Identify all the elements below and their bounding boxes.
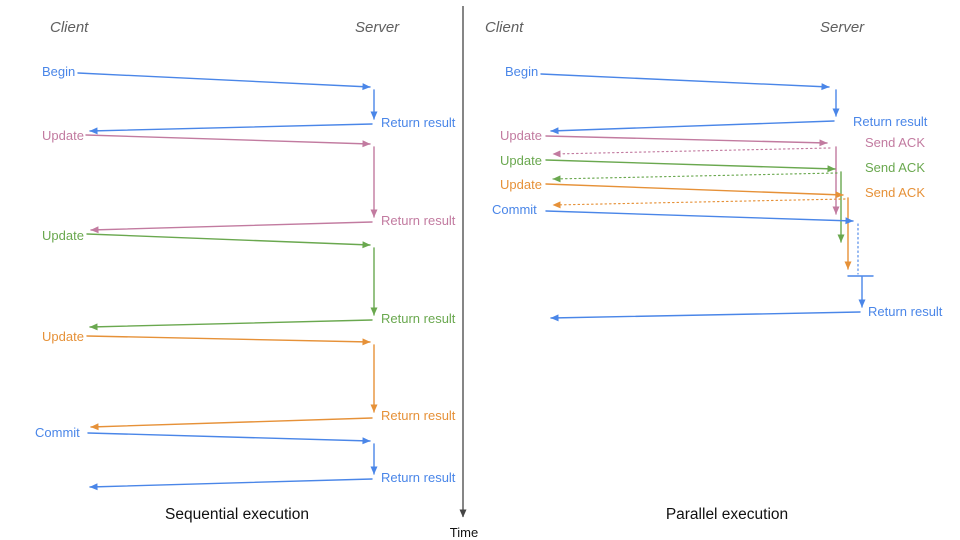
right-msg-commit-label: Commit: [492, 202, 537, 217]
right-update2-ack-dotted-line: [552, 172, 838, 183]
right-commit-response-label: Return result: [868, 304, 943, 319]
right-panel-caption: Parallel execution: [666, 506, 788, 523]
left-update3-response-line: [90, 417, 373, 431]
left-panel-caption: Sequential execution: [165, 506, 309, 523]
left-begin-response-line: [89, 123, 373, 135]
left-update3-request-line: [86, 335, 371, 346]
left-update3-response-label: Return result: [381, 408, 456, 423]
left-update1-response-label: Return result: [381, 213, 456, 228]
left-commit-response-line: [89, 478, 373, 491]
right-begin-response-line: [550, 120, 835, 135]
right-commit-request-line: [545, 210, 854, 225]
right-client-lifeline-label: Client: [485, 19, 524, 36]
right-update1-ack-label: Send ACK: [865, 135, 925, 150]
right-update3-ack-label: Send ACK: [865, 185, 925, 200]
right-msg-update1-label: Update: [500, 128, 542, 143]
left-update1-request-line: [85, 134, 371, 148]
left-update2-request-line: [86, 233, 371, 249]
right-msg-update2-label: Update: [500, 153, 542, 168]
right-update1-ack-dotted-line: [552, 147, 831, 158]
left-begin-request-line: [77, 72, 371, 91]
left-begin-response-label: Return result: [381, 115, 456, 130]
right-msg-begin-label: Begin: [505, 64, 538, 79]
left-msg-update3-label: Update: [42, 329, 84, 344]
left-msg-update2-label: Update: [42, 228, 84, 243]
left-msg-update1-label: Update: [42, 128, 84, 143]
right-update2-ack-label: Send ACK: [865, 160, 925, 175]
right-begin-request-line: [540, 73, 830, 91]
left-server-lifeline-label: Server: [355, 19, 400, 36]
right-update2-request-line: [545, 159, 836, 173]
right-update1-request-line: [545, 135, 828, 147]
left-update2-response-label: Return result: [381, 311, 456, 326]
right-begin-response-label: Return result: [853, 114, 928, 129]
left-commit-request-line: [87, 432, 371, 445]
left-client-lifeline-label: Client: [50, 19, 89, 36]
left-update1-response-line: [90, 221, 373, 234]
right-server-lifeline-label: Server: [820, 19, 865, 36]
time-axis-label: Time: [450, 525, 478, 540]
right-msg-update3-label: Update: [500, 177, 542, 192]
left-msg-commit-label: Commit: [35, 425, 80, 440]
right-commit-response-line: [550, 311, 861, 322]
left-commit-response-label: Return result: [381, 470, 456, 485]
left-update2-response-line: [89, 319, 373, 331]
right-update3-ack-dotted-line: [552, 198, 846, 209]
right-update3-request-line: [545, 183, 844, 199]
left-msg-begin-label: Begin: [42, 64, 75, 79]
